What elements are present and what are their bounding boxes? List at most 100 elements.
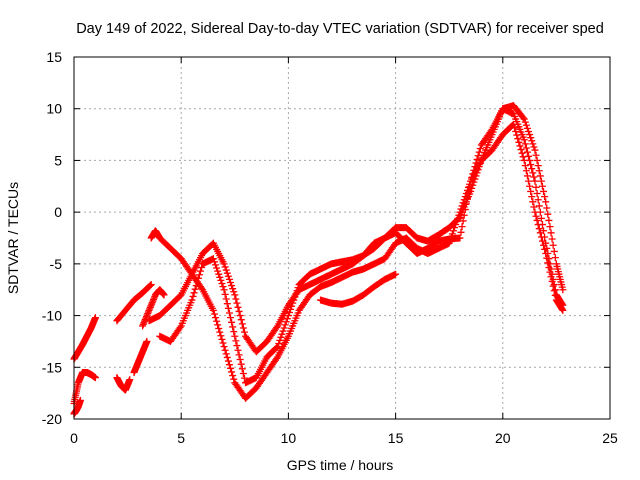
data-point (212, 261, 220, 269)
data-point (228, 318, 236, 326)
data-point (198, 263, 206, 271)
data-point (176, 323, 184, 331)
x-tick-label: 15 (388, 430, 404, 446)
data-point (550, 247, 558, 255)
data-point (547, 229, 555, 237)
data-point (143, 337, 151, 345)
series-track-j (156, 120, 567, 387)
data-point (209, 306, 217, 314)
data-point (460, 211, 468, 219)
data-point (237, 360, 245, 368)
data-point (548, 277, 556, 285)
data-point (294, 284, 302, 292)
x-axis-label: GPS time / hours (287, 457, 394, 473)
data-point (546, 268, 554, 276)
data-point (521, 162, 529, 170)
data-point (529, 198, 537, 206)
data-point (215, 325, 223, 332)
data-point (520, 156, 528, 164)
data-point (214, 321, 222, 329)
data-point (195, 271, 203, 279)
data-point (529, 140, 537, 148)
data-point (222, 295, 230, 303)
data-point (231, 291, 239, 299)
data-point (464, 188, 472, 196)
x-tick-label: 0 (70, 430, 78, 446)
data-point (548, 235, 556, 243)
data-point (233, 299, 241, 307)
data-point (532, 151, 540, 159)
data-point (289, 299, 297, 307)
data-point (285, 308, 293, 316)
data-point (449, 227, 457, 235)
y-tick-label: -20 (42, 411, 62, 427)
data-point (281, 321, 289, 329)
data-point (228, 368, 236, 376)
data-point (279, 327, 287, 335)
data-point (520, 115, 528, 123)
data-point (222, 350, 230, 358)
y-tick-label: 5 (54, 152, 62, 168)
data-point (278, 330, 286, 338)
data-point (528, 193, 536, 201)
data-point (549, 282, 557, 290)
data-point (275, 339, 283, 347)
data-point (224, 272, 232, 280)
data-point (530, 203, 538, 211)
data-point (192, 282, 200, 290)
data-point (287, 305, 295, 313)
data-point (223, 353, 231, 361)
data-point (234, 346, 242, 354)
y-tick-label: 15 (46, 49, 62, 65)
data-point (522, 167, 530, 175)
y-tick-label: 10 (46, 101, 62, 117)
data-point (523, 172, 531, 180)
data-point (236, 356, 244, 364)
data-point (210, 258, 218, 266)
data-point (457, 228, 465, 236)
data-point (227, 314, 235, 322)
data-point (463, 194, 471, 202)
data-point (455, 214, 463, 222)
data-point (291, 293, 299, 301)
data-point (526, 131, 534, 139)
data-point (517, 146, 525, 154)
data-point (519, 114, 527, 122)
data-point (231, 332, 239, 340)
data-point (238, 365, 246, 373)
data-point (520, 136, 528, 144)
data-point (91, 314, 99, 322)
data-point (218, 280, 226, 288)
data-point (535, 202, 543, 210)
data-point (284, 312, 292, 320)
data-point (540, 241, 548, 249)
data-point (223, 269, 231, 277)
data-point (537, 233, 545, 241)
data-point (91, 374, 99, 382)
series-track-g (139, 286, 168, 330)
data-point (292, 290, 300, 298)
data-point (229, 372, 237, 380)
chart-title: Day 149 of 2022, Sidereal Day-to-day VTE… (76, 21, 604, 37)
data-point (76, 396, 84, 404)
data-point (288, 302, 296, 310)
data-point (193, 278, 201, 286)
data-point (230, 288, 238, 296)
data-point (469, 181, 477, 189)
plot-frame (73, 56, 611, 420)
series-track-e (113, 281, 155, 325)
data-point (217, 332, 225, 340)
data-point (543, 254, 551, 262)
x-tick-label: 10 (281, 430, 297, 446)
data-point (523, 148, 531, 156)
data-point (532, 183, 540, 191)
data-point (534, 162, 542, 170)
data-point (521, 118, 529, 126)
data-point (273, 344, 281, 352)
data-point (525, 177, 533, 185)
grid (74, 57, 610, 419)
y-tick-label: -5 (50, 256, 63, 272)
data-point (535, 225, 543, 233)
data-point (276, 336, 284, 344)
data-point (273, 323, 281, 331)
